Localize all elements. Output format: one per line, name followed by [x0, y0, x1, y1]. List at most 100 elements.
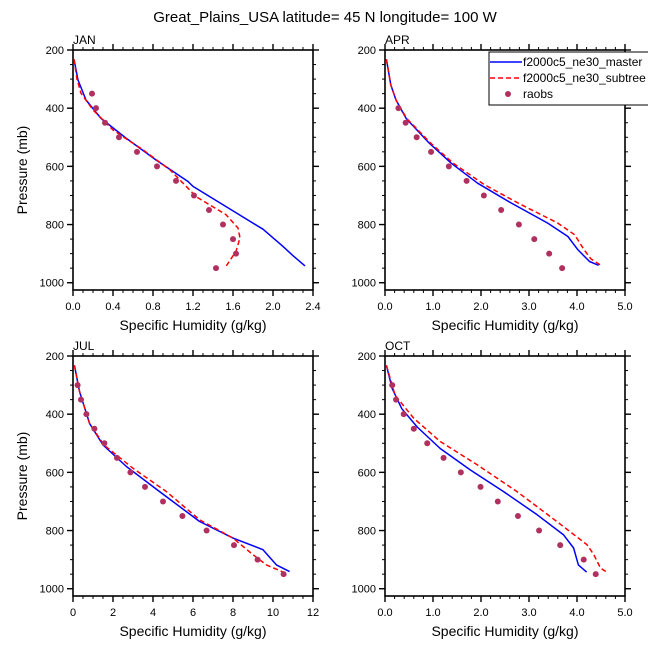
subtree-line: [385, 59, 601, 266]
raobs-point: [93, 105, 99, 112]
raobs-point: [413, 134, 420, 141]
plot-frame: [384, 355, 626, 597]
x-tick-label: 10: [267, 607, 279, 619]
raobs-point: [410, 425, 417, 432]
raobs-point: [395, 105, 402, 112]
raobs-point: [206, 207, 212, 213]
raobs-point: [400, 411, 407, 418]
series-group: [73, 365, 290, 578]
x-axis-label: Specific Humidity (g/kg): [119, 317, 266, 333]
x-tick-label: 0: [70, 607, 76, 619]
raobs-point: [498, 207, 505, 213]
x-tick-label: 6: [190, 607, 196, 619]
subtree-line: [73, 59, 241, 267]
x-tick-label: 2.0: [265, 301, 280, 313]
y-tick-label: 600: [358, 467, 376, 479]
y-axis-label: Pressure (mb): [14, 432, 30, 521]
raobs-point: [220, 221, 226, 228]
y-tick-label: 200: [46, 351, 64, 363]
raobs-point: [477, 483, 484, 490]
raobs-point: [213, 265, 219, 272]
chart-title: Great_Plains_USA latitude= 45 N longitud…: [153, 9, 497, 26]
raobs-point: [127, 469, 134, 476]
panel-label: JUL: [73, 339, 95, 353]
raobs-point: [114, 454, 120, 461]
x-tick-label: 1.2: [185, 301, 200, 313]
y-axis-label: Pressure (mb): [14, 126, 30, 215]
raobs-point: [231, 542, 237, 549]
y-tick-label: 1000: [40, 584, 64, 596]
x-tick-label: 2: [110, 607, 116, 619]
raobs-point: [393, 396, 400, 403]
plot-frame: [72, 49, 314, 291]
raobs-point: [463, 177, 470, 184]
raobs-point: [191, 192, 197, 199]
x-axis-label: Specific Humidity (g/kg): [431, 623, 578, 639]
raobs-point: [230, 236, 236, 243]
master-line: [385, 365, 588, 573]
y-tick-label: 400: [46, 409, 64, 421]
y-tick-label: 800: [358, 526, 376, 538]
raobs-point: [592, 571, 599, 578]
x-axis-label: Specific Humidity (g/kg): [119, 623, 266, 639]
raobs-point: [445, 163, 452, 170]
panel-jan: 0.0 0.4 0.8 1.2 1.6 2.0 2.4 200 400 600 800 1000 JAN…: [14, 33, 321, 333]
y-tick-label: 200: [358, 351, 376, 363]
raobs-point: [78, 396, 84, 403]
series-group: [385, 59, 601, 272]
y-tick-label: 1000: [352, 278, 376, 290]
raobs-point: [101, 440, 108, 447]
panel-apr: 0.0 1.0 2.0 3.0 4.0 5.0 200 400 600 800 1000 APR Spe…: [352, 33, 633, 333]
raobs-point: [389, 382, 396, 389]
y-tick-label: 1000: [352, 584, 376, 596]
x-tick-label: 3.0: [521, 301, 536, 313]
raobs-point: [428, 148, 435, 155]
raobs-point: [515, 221, 522, 228]
x-tick-label: 2.0: [473, 301, 488, 313]
y-tick-label: 800: [46, 526, 64, 538]
raobs-point: [173, 177, 179, 184]
plot-frame: [384, 49, 626, 291]
raobs-point: [134, 148, 140, 155]
raobs-point: [203, 527, 210, 534]
y-tick-label: 200: [46, 45, 64, 57]
y-tick-label: 600: [46, 467, 64, 479]
panel-label: APR: [385, 33, 410, 47]
raobs-point: [402, 119, 409, 126]
y-tick-label: 400: [358, 103, 376, 115]
y-tick-label: 400: [46, 103, 64, 115]
x-tick-label: 12: [307, 607, 319, 619]
x-tick-label: 8: [230, 607, 236, 619]
raobs-point: [557, 542, 564, 549]
raobs-point: [536, 527, 543, 534]
y-tick-label: 1000: [40, 278, 64, 290]
panel-label: OCT: [385, 339, 411, 353]
raobs-point: [233, 250, 239, 257]
raobs-point: [280, 571, 287, 578]
x-tick-label: 0.0: [65, 301, 80, 313]
x-tick-label: 0.0: [377, 607, 392, 619]
x-tick-label: 2.4: [305, 301, 320, 313]
y-tick-label: 600: [358, 161, 376, 173]
raobs-point: [546, 250, 553, 257]
y-tick-label: 800: [358, 220, 376, 232]
x-tick-label: 5.0: [617, 607, 632, 619]
panels: 0.0 0.4 0.8 1.2 1.6 2.0 2.4 200 400 600 800 1000 JAN…: [14, 33, 633, 639]
raobs-point: [494, 498, 501, 505]
y-tick-label: 800: [46, 220, 64, 232]
x-tick-label: 5.0: [617, 301, 632, 313]
raobs-point: [154, 163, 160, 170]
legend: f2000c5_ne30_master f2000c5_ne30_subtreer…: [488, 51, 648, 106]
raobs-point: [514, 513, 521, 519]
x-tick-label: 1.0: [425, 607, 440, 619]
raobs-point: [254, 556, 261, 563]
legend-entry-label: raobs: [523, 87, 553, 101]
series-group: [73, 59, 306, 272]
legend-marker-raobs: [505, 91, 511, 97]
y-tick-label: 600: [46, 161, 64, 173]
raobs-point: [179, 513, 186, 519]
raobs-point: [440, 454, 447, 461]
master-line: [73, 365, 290, 573]
raobs-point: [74, 382, 81, 389]
